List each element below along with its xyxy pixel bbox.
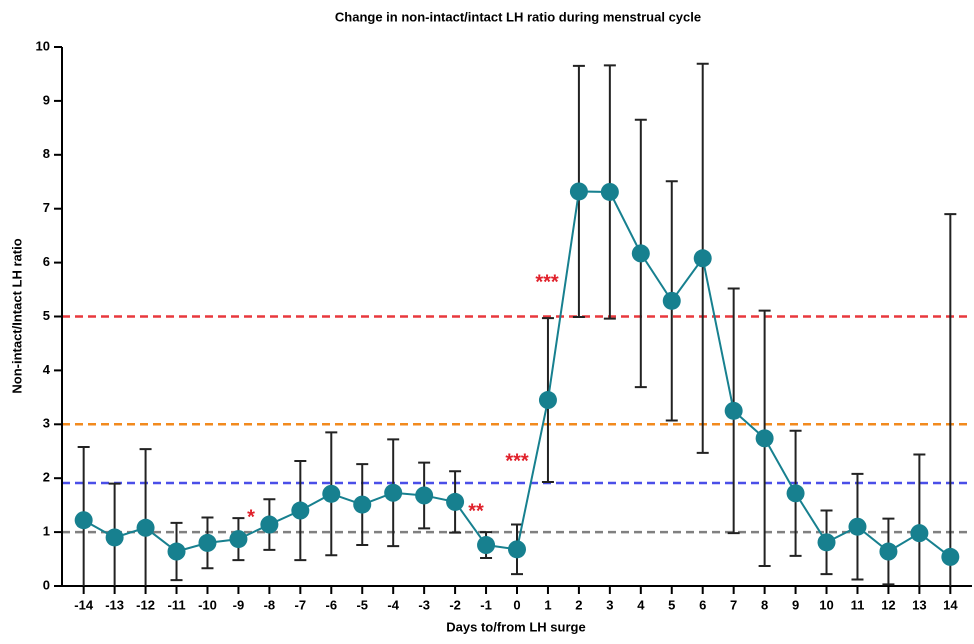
data-point [322, 484, 341, 503]
x-tick-label: 8 [761, 597, 768, 612]
data-point [446, 492, 465, 511]
x-tick-label: -11 [167, 597, 185, 612]
x-tick-label: -9 [233, 597, 245, 612]
data-point [260, 515, 279, 534]
data-point [291, 501, 310, 520]
x-tick-label: -13 [105, 597, 124, 612]
x-tick-label: -2 [449, 597, 461, 612]
x-tick-label: 14 [943, 597, 958, 612]
series-line [83, 190, 951, 558]
data-point [229, 530, 248, 549]
y-tick-label: 5 [43, 308, 50, 323]
y-tick-label: 3 [43, 416, 50, 431]
data-point [105, 528, 124, 547]
x-tick-label: 9 [792, 597, 799, 612]
x-tick-label: 0 [513, 597, 520, 612]
data-point [167, 542, 186, 561]
y-tick-label: 7 [43, 200, 50, 215]
data-point [415, 486, 434, 505]
data-point [786, 484, 805, 503]
y-tick-label: 2 [43, 470, 50, 485]
x-tick-label: 11 [851, 597, 865, 612]
data-point [384, 483, 403, 502]
x-tick-label: -1 [480, 597, 492, 612]
x-tick-label: -7 [295, 597, 307, 612]
x-tick-label: -12 [136, 597, 155, 612]
data-point [631, 244, 650, 263]
x-tick-label: -8 [264, 597, 276, 612]
y-tick-label: 10 [36, 38, 50, 53]
x-tick-label: 5 [668, 597, 675, 612]
data-point [569, 182, 588, 201]
data-point [600, 182, 619, 201]
y-axis-label: Non-intact/Intact LH ratio [9, 238, 24, 393]
x-tick-label: 1 [544, 597, 551, 612]
significance-annotation: * [247, 506, 255, 528]
error-bar [913, 453, 926, 586]
x-tick-label: 13 [912, 597, 926, 612]
x-tick-label: 7 [730, 597, 737, 612]
x-tick-label: -10 [198, 597, 217, 612]
error-bar [944, 213, 957, 586]
significance-annotation: *** [505, 450, 529, 472]
data-point [817, 533, 836, 552]
y-tick-label: 1 [43, 524, 50, 539]
y-tick-label: 9 [43, 92, 50, 107]
x-axis-label: Days to/from LH surge [446, 619, 585, 634]
significance-annotation: ** [468, 500, 484, 522]
x-tick-label: 2 [575, 597, 582, 612]
data-point [198, 533, 217, 552]
data-point [538, 391, 557, 410]
chart-title: Change in non-intact/intact LH ratio dur… [335, 9, 701, 24]
data-point [353, 495, 372, 514]
x-tick-label: -4 [387, 597, 399, 612]
data-point [477, 536, 496, 555]
y-tick-label: 6 [43, 254, 50, 269]
data-point [508, 540, 526, 559]
data-point [74, 511, 93, 530]
significance-annotation: *** [535, 271, 559, 293]
data-point [693, 249, 712, 268]
data-point [879, 542, 898, 561]
error-bar [139, 448, 152, 586]
data-point [724, 401, 743, 420]
x-tick-label: -6 [326, 597, 338, 612]
data-point [755, 429, 774, 448]
y-tick-label: 4 [43, 362, 51, 377]
x-tick-label: -3 [418, 597, 430, 612]
x-tick-label: 4 [637, 597, 645, 612]
x-tick-label: 10 [819, 597, 833, 612]
y-tick-label: 8 [43, 146, 50, 161]
y-tick-label: 0 [43, 577, 50, 592]
data-point [848, 517, 867, 536]
data-point [662, 291, 681, 310]
x-tick-label: 6 [699, 597, 706, 612]
x-tick-label: 12 [881, 597, 895, 612]
x-tick-label: 3 [606, 597, 613, 612]
x-tick-label: -5 [356, 597, 368, 612]
data-point [910, 524, 929, 543]
data-point [136, 518, 155, 537]
data-point [941, 547, 960, 566]
x-tick-label: -14 [74, 597, 94, 612]
